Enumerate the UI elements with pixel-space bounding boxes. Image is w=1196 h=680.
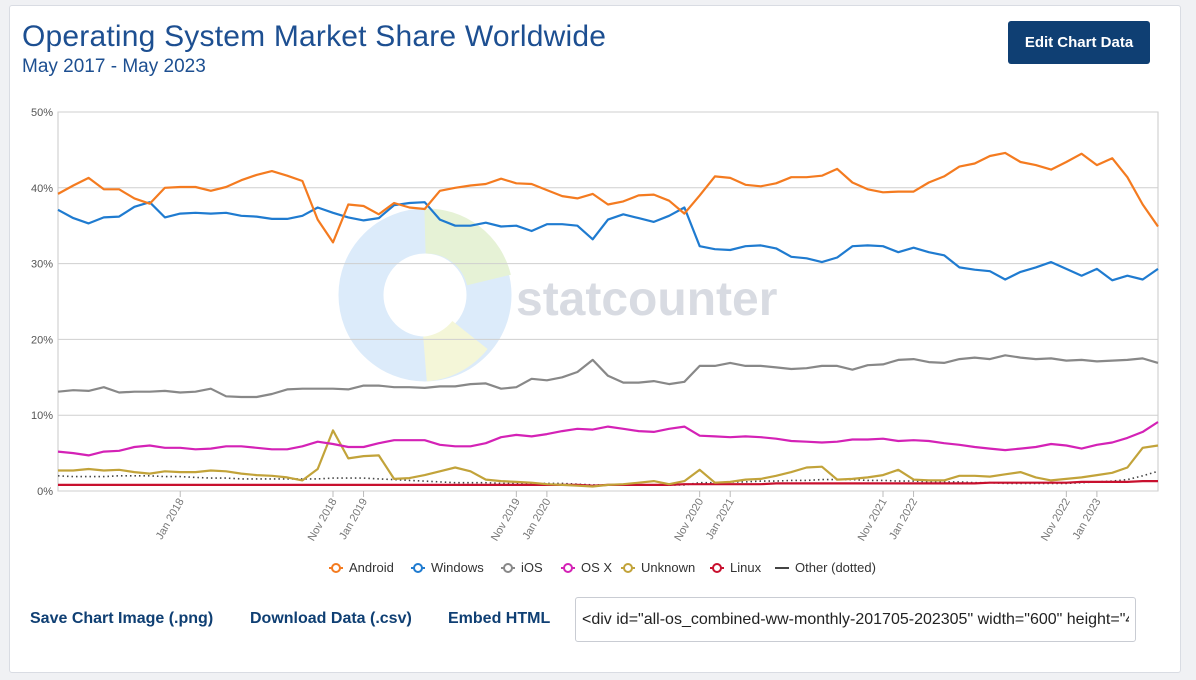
legend-label: Windows xyxy=(431,560,484,575)
chart-footer: Save Chart Image (.png) Download Data (.… xyxy=(0,598,1196,648)
legend-marker xyxy=(712,563,722,573)
legend-label: Android xyxy=(349,560,394,575)
page-subtitle: May 2017 - May 2023 xyxy=(22,56,206,77)
x-tick-label: Nov 2019 xyxy=(489,497,523,544)
legend-item-ios[interactable]: iOS xyxy=(501,560,543,575)
legend-item-other-dotted[interactable]: Other (dotted) xyxy=(775,560,876,575)
legend-label: iOS xyxy=(521,560,543,575)
legend-label: Linux xyxy=(730,560,762,575)
series-line-ios xyxy=(57,354,1159,399)
watermark-wedge xyxy=(424,208,511,287)
series-line-os-x xyxy=(57,421,1159,457)
legend-marker xyxy=(413,563,423,573)
save-chart-image-link[interactable]: Save Chart Image (.png) xyxy=(30,610,214,627)
x-tick-label: Nov 2018 xyxy=(306,497,340,544)
statcounter-watermark: statcounter xyxy=(338,208,777,382)
edit-chart-data-button[interactable]: Edit Chart Data xyxy=(1008,21,1150,64)
legend-label: Other (dotted) xyxy=(795,560,876,575)
chart-legend[interactable]: Android Windows iOS OS X Unknown Linux Other (… xyxy=(329,560,876,575)
y-tick-label: 40% xyxy=(31,183,53,195)
y-tick-label: 20% xyxy=(31,334,53,346)
legend-marker xyxy=(563,563,573,573)
legend-label: Unknown xyxy=(641,560,695,575)
download-data-link[interactable]: Download Data (.csv) xyxy=(250,610,412,627)
y-tick-label: 50% xyxy=(31,107,53,119)
x-tick-label: Jan 2022 xyxy=(887,497,920,542)
chart-grid xyxy=(57,111,1159,492)
series-line-windows xyxy=(57,201,1159,282)
x-tick-label: Nov 2020 xyxy=(672,497,706,544)
embed-html-label: Embed HTML xyxy=(448,610,551,627)
watermark-text: statcounter xyxy=(516,273,777,326)
x-tick-label: Jan 2021 xyxy=(704,497,737,542)
legend-item-unknown[interactable]: Unknown xyxy=(621,560,695,575)
embed-html-input[interactable] xyxy=(575,597,1136,642)
series-line-unknown xyxy=(58,429,1159,488)
x-tick-label: Jan 2023 xyxy=(1070,497,1103,542)
series-line-android xyxy=(57,151,1159,244)
y-tick-label: 0% xyxy=(37,486,53,498)
line-chart: statcounter 0% 10% 20% 30% 40% 50% Jan 2018 No… xyxy=(31,107,1159,575)
x-tick-label: Jan 2018 xyxy=(154,497,187,542)
legend-marker xyxy=(623,563,633,573)
legend-item-linux[interactable]: Linux xyxy=(710,560,762,575)
x-tick-label: Nov 2022 xyxy=(1039,497,1073,544)
legend-label: OS X xyxy=(581,560,612,575)
x-tick-label: Jan 2019 xyxy=(337,497,370,542)
y-tick-label: 10% xyxy=(31,410,53,422)
x-tick-label: Jan 2020 xyxy=(520,497,553,542)
legend-item-windows[interactable]: Windows xyxy=(411,560,484,575)
legend-item-os-x[interactable]: OS X xyxy=(561,560,612,575)
legend-item-android[interactable]: Android xyxy=(329,560,394,575)
series-lines xyxy=(57,151,1159,488)
page-title: Operating System Market Share Worldwide xyxy=(22,20,607,53)
legend-marker xyxy=(331,563,341,573)
legend-marker xyxy=(503,563,513,573)
y-axis: 0% 10% 20% 30% 40% 50% xyxy=(31,107,53,498)
y-tick-label: 30% xyxy=(31,259,53,271)
x-tick-label: Nov 2021 xyxy=(856,497,890,544)
watermark-wedge-2 xyxy=(422,320,488,382)
